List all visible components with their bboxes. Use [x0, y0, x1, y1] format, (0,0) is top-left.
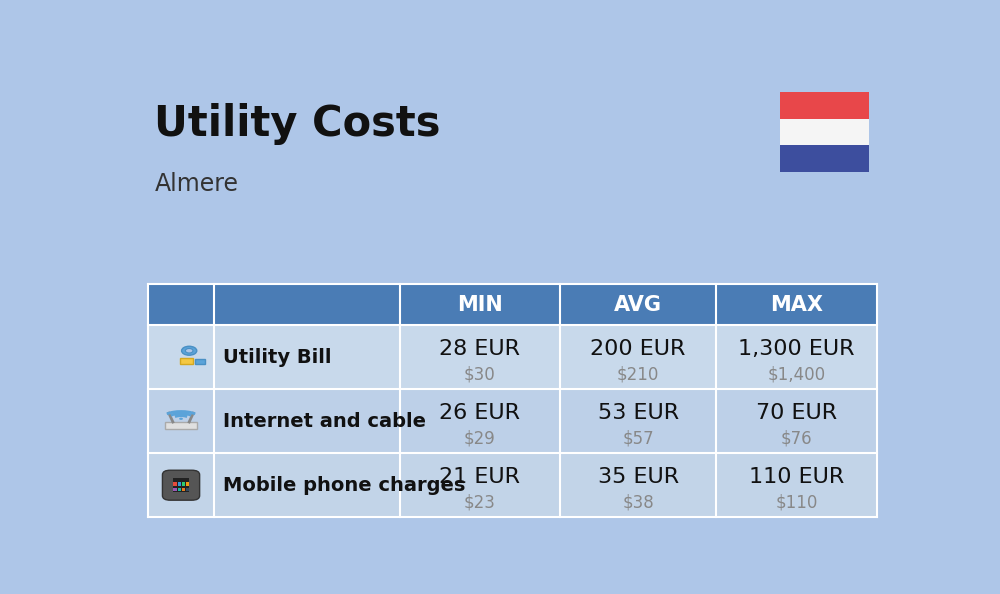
Text: 70 EUR: 70 EUR	[756, 403, 837, 423]
Circle shape	[179, 418, 183, 420]
Bar	[148, 453, 214, 517]
Bar	[182, 488, 185, 491]
Bar	[180, 358, 193, 364]
Text: Utility Bill: Utility Bill	[223, 347, 332, 366]
Text: MAX: MAX	[770, 295, 823, 315]
FancyBboxPatch shape	[162, 470, 200, 500]
Text: 110 EUR: 110 EUR	[749, 467, 844, 487]
Bar	[214, 453, 400, 517]
Bar	[560, 284, 716, 325]
Text: 26 EUR: 26 EUR	[439, 403, 520, 423]
Bar	[716, 453, 877, 517]
Bar	[173, 478, 189, 492]
Text: Almere: Almere	[154, 172, 238, 196]
Text: 35 EUR: 35 EUR	[598, 467, 679, 487]
Bar	[178, 488, 181, 491]
Bar	[186, 482, 189, 486]
Bar	[165, 422, 197, 429]
Text: 200 EUR: 200 EUR	[590, 339, 686, 359]
Bar	[148, 284, 214, 325]
Text: $210: $210	[617, 365, 659, 384]
Text: 28 EUR: 28 EUR	[439, 339, 520, 359]
Text: $1,400: $1,400	[768, 365, 826, 384]
Bar	[400, 325, 560, 389]
Text: $76: $76	[781, 429, 812, 447]
Bar	[560, 389, 716, 453]
Circle shape	[185, 349, 193, 353]
Bar	[186, 488, 189, 491]
Bar	[780, 92, 869, 119]
Text: 1,300 EUR: 1,300 EUR	[738, 339, 855, 359]
Text: 53 EUR: 53 EUR	[598, 403, 679, 423]
Bar	[214, 325, 400, 389]
Text: Internet and cable: Internet and cable	[223, 412, 426, 431]
Text: AVG: AVG	[614, 295, 662, 315]
Circle shape	[182, 346, 197, 355]
Bar	[716, 389, 877, 453]
Text: 21 EUR: 21 EUR	[439, 467, 520, 487]
Bar	[560, 453, 716, 517]
Bar	[400, 284, 560, 325]
Text: $23: $23	[464, 494, 496, 511]
Bar	[780, 145, 869, 172]
Text: $110: $110	[775, 494, 818, 511]
Bar	[716, 325, 877, 389]
Bar	[173, 482, 177, 486]
Text: $30: $30	[464, 365, 496, 384]
Bar	[214, 389, 400, 453]
Bar	[173, 488, 177, 491]
Bar	[182, 482, 185, 486]
Bar	[400, 389, 560, 453]
Bar	[716, 284, 877, 325]
Bar	[400, 453, 560, 517]
Bar	[148, 389, 214, 453]
Text: Mobile phone charges: Mobile phone charges	[223, 476, 465, 495]
Text: $38: $38	[622, 494, 654, 511]
Bar	[148, 325, 214, 389]
Text: Utility Costs: Utility Costs	[154, 103, 441, 146]
Bar	[780, 119, 869, 145]
Bar	[178, 482, 181, 486]
Bar	[214, 284, 400, 325]
Text: MIN: MIN	[457, 295, 503, 315]
Text: $29: $29	[464, 429, 496, 447]
Bar	[195, 359, 205, 364]
Text: $57: $57	[622, 429, 654, 447]
Bar	[560, 325, 716, 389]
